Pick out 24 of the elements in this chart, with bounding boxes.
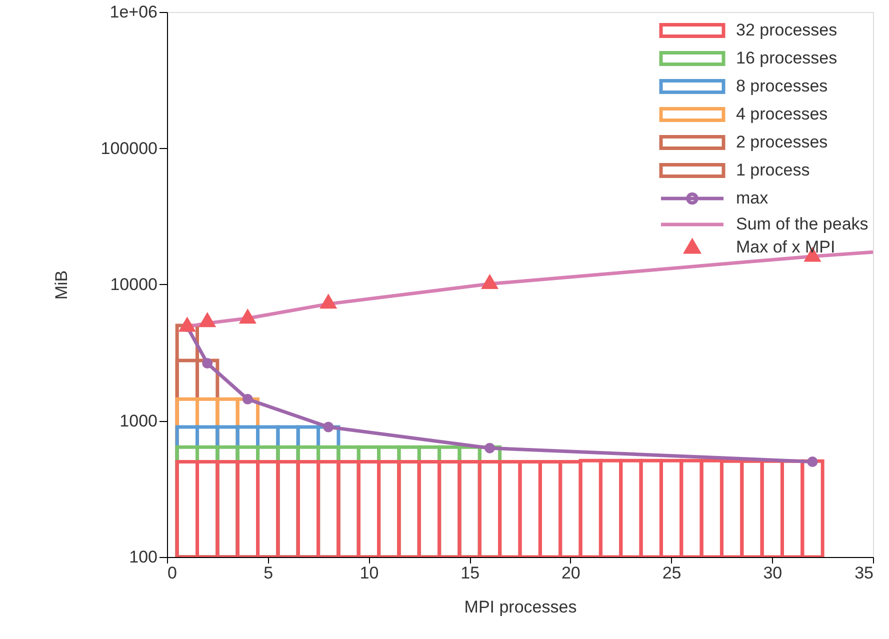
legend-label: Max of x MPI	[736, 238, 836, 256]
y-tick-label: 1000	[120, 411, 158, 430]
legend-label: 1 process	[736, 160, 810, 180]
y-tick-label: 10000	[110, 275, 158, 294]
legend-label: Sum of the peaks	[736, 214, 868, 234]
x-tick-label: 30	[763, 564, 782, 582]
legend-label: max	[736, 188, 769, 208]
legend-label: 2 processes	[736, 132, 828, 152]
x-tick-label: 35	[854, 564, 874, 582]
x-tick-label: 15	[460, 564, 480, 582]
y-axis-title: MiB	[52, 270, 71, 300]
y-tick-label: 1e+06	[110, 2, 158, 22]
legend-label: 8 processes	[736, 76, 828, 96]
x-tick-label: 5	[264, 564, 274, 582]
y-tick-label: 100	[129, 548, 158, 566]
x-tick-label: 25	[662, 564, 682, 582]
legend-label: 16 processes	[736, 48, 838, 68]
legend-label: 32 processes	[736, 20, 838, 40]
x-tick-label: 20	[561, 564, 580, 582]
legend-label: 4 processes	[736, 104, 828, 124]
x-axis-title: MPI processes	[464, 598, 577, 616]
x-tick-label: 0	[168, 564, 177, 582]
x-tick-label: 10	[360, 564, 379, 582]
y-tick-label: 100000	[100, 138, 158, 158]
